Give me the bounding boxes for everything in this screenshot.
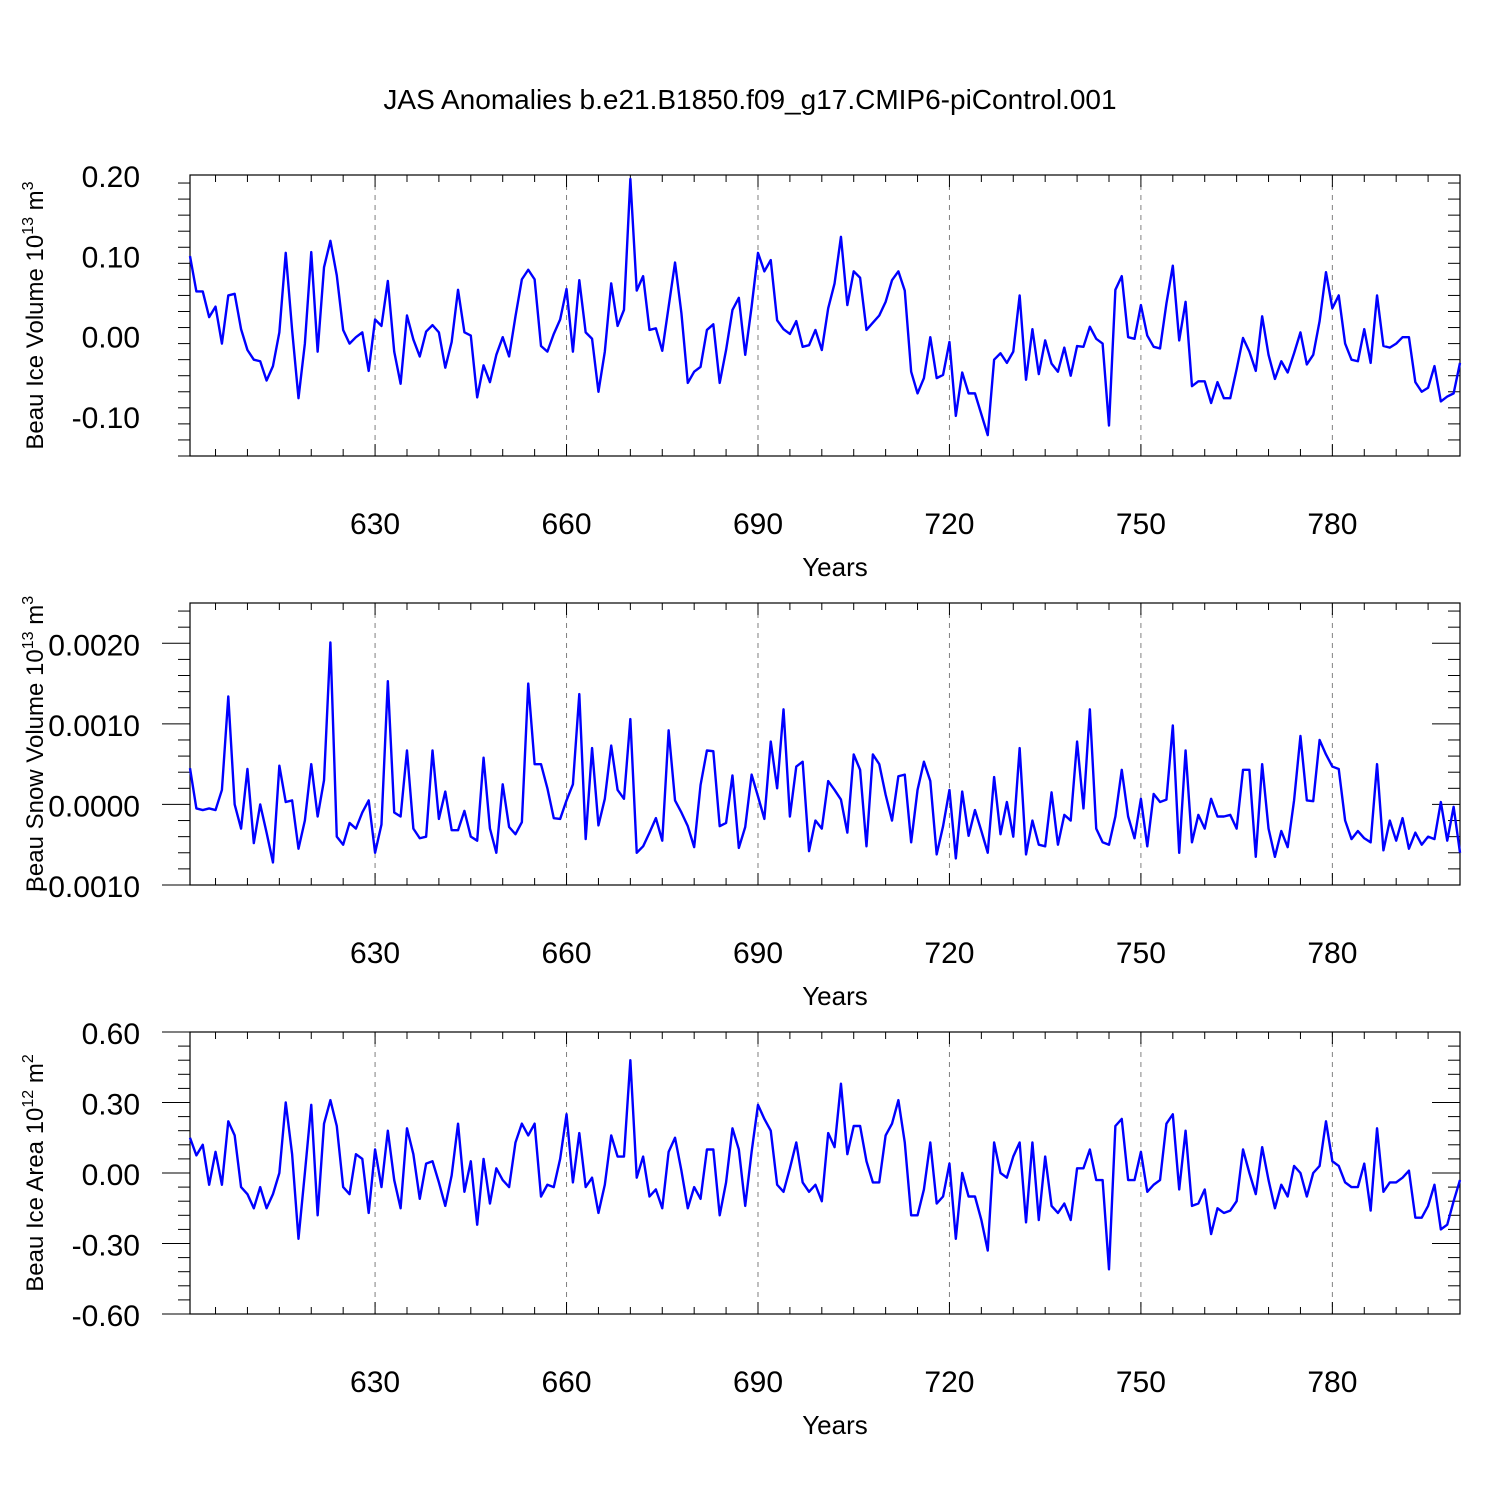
y-axis-label-part: Beau Ice Area 10 — [22, 1108, 49, 1292]
y-tick-label: 0.60 — [82, 1018, 140, 1051]
y-tick-label: 0.0000 — [48, 790, 140, 823]
y-tick-label: -0.10 — [72, 402, 140, 435]
x-tick-label: 690 — [733, 1366, 783, 1399]
x-tick-label: 660 — [542, 937, 592, 970]
x-tick-label: 630 — [350, 1366, 400, 1399]
x-tick-label: 690 — [733, 937, 783, 970]
y-axis-label-part: m — [22, 1063, 49, 1090]
x-tick-label: 750 — [1116, 508, 1166, 541]
x-tick-label: 630 — [350, 937, 400, 970]
y-axis-label-superscript: 13 — [20, 217, 37, 235]
y-axis-label-part: Beau Ice Volume 10 — [22, 235, 49, 450]
plot-frame — [189, 174, 1461, 457]
y-tick-label: -0.0010 — [38, 871, 140, 904]
x-tick-label: 750 — [1116, 937, 1166, 970]
y-tick-label: 0.30 — [82, 1089, 140, 1122]
x-tick-label: 780 — [1307, 937, 1357, 970]
x-tick-label: 750 — [1116, 1366, 1166, 1399]
x-tick-label: 720 — [924, 1366, 974, 1399]
y-axis-label-part: m — [22, 190, 49, 217]
y-tick-label: -0.60 — [72, 1300, 140, 1333]
y-axis-label-superscript: 12 — [20, 1090, 37, 1108]
x-axis-label: Years — [802, 981, 868, 1011]
y-axis-label: Beau Ice Volume 1013 m3 — [20, 181, 49, 449]
y-axis-label-superscript: 3 — [20, 181, 37, 190]
plot-frame — [189, 602, 1461, 886]
series-line — [188, 1058, 1462, 1271]
y-tick-label: 0.10 — [82, 241, 140, 274]
y-tick-label: -0.30 — [72, 1230, 140, 1263]
y-axis-label: Beau Ice Area 1012 m2 — [20, 1054, 49, 1292]
y-tick-label: 0.20 — [82, 161, 140, 194]
x-tick-label: 720 — [924, 508, 974, 541]
x-tick-label: 690 — [733, 508, 783, 541]
y-tick-label: 0.0010 — [48, 710, 140, 743]
y-axis-label-superscript: 3 — [20, 596, 37, 605]
series-line — [188, 177, 1462, 437]
y-axis-label: Beau Snow Volume 1013 m3 — [20, 596, 49, 892]
y-tick-label: 0.0020 — [48, 629, 140, 662]
x-tick-label: 660 — [542, 1366, 592, 1399]
chart-panel-3: -0.60 -0.30 0.00 0.30 0.60 630 660 690 720 750 780… — [20, 1018, 1462, 1440]
x-tick-label: 660 — [542, 508, 592, 541]
x-tick-label: 780 — [1307, 1366, 1357, 1399]
x-tick-label: 630 — [350, 508, 400, 541]
x-tick-label: 780 — [1307, 508, 1357, 541]
y-tick-label: 0.00 — [82, 322, 140, 355]
x-axis-label: Years — [802, 1410, 868, 1440]
plot-frame — [189, 1031, 1461, 1315]
y-axis-label-superscript: 2 — [20, 1054, 37, 1063]
y-axis-label-part: Beau Snow Volume 10 — [22, 649, 49, 892]
series-line — [188, 641, 1462, 864]
x-tick-label: 720 — [924, 937, 974, 970]
chart-title: JAS Anomalies b.e21.B1850.f09_g17.CMIP6-… — [383, 84, 1117, 115]
y-axis-label-superscript: 13 — [20, 631, 37, 649]
chart-panel-1: -0.10 0.00 0.10 0.20 630 660 690 720 750 780 Years… — [20, 161, 1462, 582]
chart-panel-2: -0.0010 0.0000 0.0010 0.0020 630 660 690 720 750… — [20, 596, 1462, 1011]
x-axis-label: Years — [802, 552, 868, 582]
y-axis-label-part: m — [22, 605, 49, 632]
y-tick-label: 0.00 — [82, 1159, 140, 1192]
